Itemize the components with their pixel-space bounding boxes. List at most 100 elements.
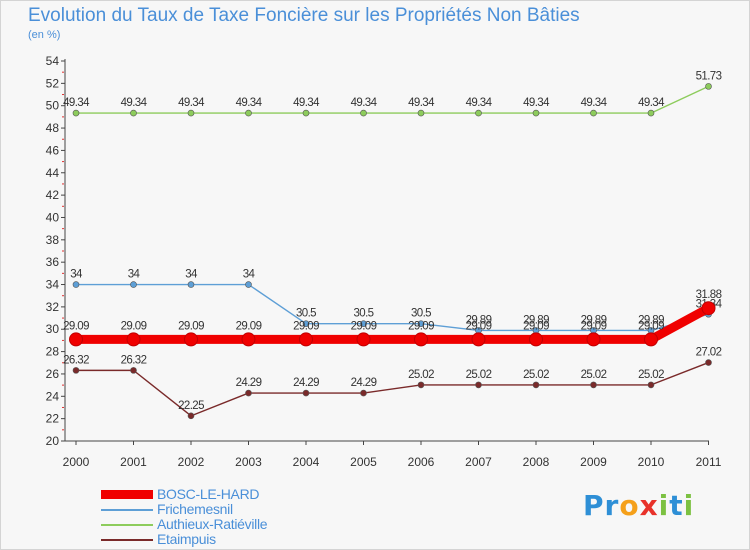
data-label: 29.09 [638, 320, 664, 332]
data-point [532, 109, 540, 117]
x-tick-label: 2002 [178, 455, 205, 469]
proxiti-logo: Proxiti [583, 489, 694, 522]
series-line [76, 283, 709, 332]
data-label: 30.5 [354, 308, 374, 320]
x-tick-label: 2003 [235, 455, 262, 469]
data-label: 29.09 [466, 320, 492, 332]
data-label: 24.29 [351, 377, 377, 389]
data-point [187, 109, 195, 117]
y-tick-label: 50 [46, 99, 60, 113]
chart-title: Evolution du Taux de Taxe Foncière sur l… [28, 5, 580, 26]
y-tick-label: 20 [46, 434, 60, 448]
data-point [590, 109, 597, 117]
data-label: 25.02 [408, 369, 434, 381]
legend-swatch [101, 524, 153, 526]
y-tick-label: 48 [46, 121, 60, 135]
data-point [414, 332, 428, 347]
x-tick-label: 2009 [580, 455, 607, 469]
y-tick-label: 26 [46, 367, 60, 381]
data-label: 29.89 [638, 314, 664, 326]
data-point [590, 381, 597, 389]
logo-letter: i [683, 489, 695, 522]
data-label: 29.89 [523, 314, 549, 326]
data-label: 22.25 [178, 400, 204, 412]
data-point [532, 381, 540, 389]
data-label: 49.34 [121, 97, 148, 109]
data-label: 34 [185, 269, 198, 281]
data-label: 29.89 [466, 314, 492, 326]
logo-letter: i [658, 489, 670, 522]
legend-swatch [101, 539, 153, 541]
logo-letter: r [604, 489, 620, 522]
data-point [184, 332, 198, 347]
y-tick-label: 22 [46, 412, 60, 426]
series-authieux-rati-ville: 49.34 49.34 49.34 49.34 49.34 49.34 49.34 49.34… [63, 70, 722, 117]
data-point [302, 389, 310, 397]
data-point [72, 367, 80, 374]
data-label: 34 [243, 269, 256, 281]
x-tick-label: 2007 [465, 455, 492, 469]
data-label: 49.34 [351, 97, 378, 109]
data-point [644, 332, 658, 347]
data-point [417, 109, 425, 117]
data-label: 49.34 [466, 97, 493, 109]
data-label: 29.09 [351, 320, 377, 332]
data-point [705, 359, 712, 366]
data-label: 49.34 [178, 97, 205, 109]
y-tick-label: 44 [46, 166, 60, 180]
data-label: 29.09 [63, 320, 89, 332]
data-label: 51.73 [696, 70, 722, 82]
y-tick-label: 38 [46, 233, 60, 247]
data-label: 29.09 [408, 320, 434, 332]
data-point [130, 281, 137, 288]
data-label: 49.34 [581, 97, 608, 109]
y-tick-label: 30 [46, 322, 60, 336]
data-point [72, 109, 80, 117]
data-label: 49.34 [236, 97, 263, 109]
data-point [471, 332, 486, 347]
x-tick-label: 2000 [63, 455, 90, 469]
legend-label: Etaimpuis [157, 531, 216, 547]
y-tick-label: 46 [46, 143, 60, 157]
data-point [241, 332, 256, 347]
data-point [647, 381, 655, 389]
legend-label: BOSC-LE-HARD [157, 486, 260, 502]
data-label: 30.5 [411, 308, 431, 320]
y-tick-label: 52 [46, 76, 60, 90]
legend-label: Authieux-Ratiéville [157, 516, 268, 532]
data-point [360, 389, 367, 397]
legend-swatch [101, 490, 153, 499]
data-point [586, 332, 601, 347]
data-label: 34 [70, 269, 83, 281]
data-point [69, 332, 83, 347]
logo-letter: o [619, 489, 640, 522]
data-label: 34 [128, 269, 141, 281]
data-label: 29.89 [581, 314, 607, 326]
data-label: 49.34 [638, 97, 665, 109]
y-tick-label: 32 [46, 300, 60, 314]
data-point [302, 320, 310, 327]
data-point [130, 367, 137, 374]
data-label: 27.02 [696, 347, 722, 359]
y-axis-unit: (en %) [28, 29, 61, 41]
data-label: 49.34 [63, 97, 90, 109]
x-tick-label: 2004 [293, 455, 320, 469]
data-point [72, 281, 80, 288]
y-tick-label: 54 [46, 54, 60, 68]
data-point [187, 281, 195, 288]
y-tick-label: 28 [46, 345, 60, 359]
x-tick-label: 2008 [523, 455, 550, 469]
data-label: 30.5 [296, 308, 316, 320]
data-point [705, 83, 712, 90]
data-label: 49.34 [523, 97, 550, 109]
data-point [126, 332, 141, 347]
data-point [701, 301, 716, 316]
logo-letter: t [669, 489, 684, 522]
data-label: 29.09 [523, 320, 549, 332]
data-point [475, 109, 482, 117]
data-label: 25.02 [638, 369, 664, 381]
series-etaimpuis: 26.32 26.32 22.25 24.29 24.29 24.29 25.02 25.02… [63, 347, 722, 420]
data-label: 26.32 [63, 354, 89, 366]
